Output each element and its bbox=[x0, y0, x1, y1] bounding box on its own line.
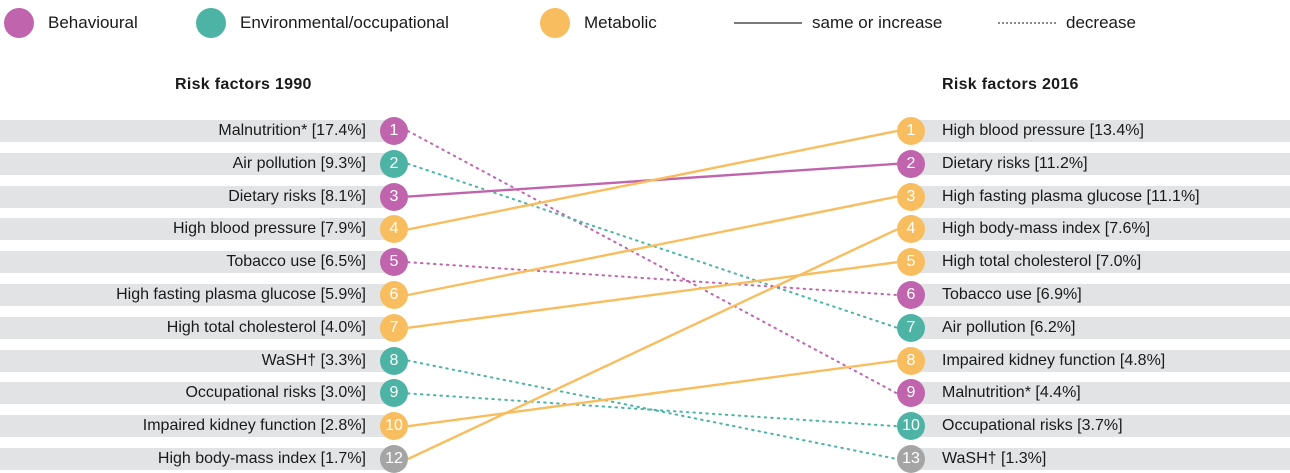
right-rank-circle: 6 bbox=[897, 281, 925, 309]
right-row-background bbox=[915, 415, 1290, 438]
right-row-background bbox=[915, 152, 1290, 175]
left-rank-circle: 4 bbox=[380, 215, 408, 244]
left-row-background bbox=[0, 448, 390, 470]
right-rank-circle: 9 bbox=[897, 379, 925, 408]
left-row-background bbox=[0, 218, 390, 241]
legend-metabolic-swatch bbox=[540, 8, 570, 38]
legend-behavioural-swatch bbox=[4, 8, 34, 38]
legend-same-or-increase: same or increase bbox=[734, 6, 942, 40]
right-rank-circle: 13 bbox=[897, 445, 925, 473]
legend-decrease-label: decrease bbox=[1066, 13, 1136, 32]
left-row-background bbox=[0, 120, 390, 142]
right-row-background bbox=[915, 349, 1290, 372]
legend-metabolic: Metabolic bbox=[540, 6, 657, 40]
legend-same-or-increase-label: same or increase bbox=[812, 13, 943, 32]
left-row-background bbox=[0, 152, 390, 175]
rank-change-link bbox=[407, 261, 898, 296]
right-risk-label: High total cholesterol [7.0%] bbox=[942, 253, 1142, 271]
right-rank-circle: 4 bbox=[897, 215, 925, 244]
left-rank-circle: 7 bbox=[380, 313, 408, 342]
left-rank-circle: 5 bbox=[380, 248, 408, 277]
rank-change-link bbox=[407, 195, 898, 297]
right-row-background bbox=[915, 185, 1290, 208]
right-row-background bbox=[915, 448, 1290, 470]
right-risk-label: Malnutrition* [4.4%] bbox=[942, 384, 1081, 402]
legend-solid-line-swatch bbox=[734, 22, 802, 24]
right-row-background bbox=[915, 284, 1290, 306]
left-row-background bbox=[0, 382, 390, 405]
left-risk-label: WaSH† [3.3%] bbox=[261, 351, 366, 369]
right-row-background bbox=[915, 382, 1290, 405]
right-risk-label: Air pollution [6.2%] bbox=[942, 318, 1076, 336]
left-risk-label: Dietary risks [8.1%] bbox=[228, 187, 366, 205]
right-row-background bbox=[915, 316, 1290, 339]
legend-behavioural: Behavioural bbox=[4, 6, 138, 40]
left-risk-label: Tobacco use [6.5%] bbox=[226, 253, 366, 271]
left-rank-circle: 6 bbox=[380, 281, 408, 309]
right-risk-label: Dietary risks [11.2%] bbox=[942, 154, 1088, 172]
left-risk-label: High fasting plasma glucose [5.9%] bbox=[116, 286, 366, 303]
legend-decrease: decrease bbox=[998, 6, 1136, 40]
left-row-background bbox=[0, 185, 390, 208]
right-risk-label: Tobacco use [6.9%] bbox=[942, 286, 1082, 303]
rank-change-link bbox=[407, 261, 898, 329]
left-risk-label: Occupational risks [3.0%] bbox=[185, 384, 366, 402]
left-risk-label: Air pollution [9.3%] bbox=[232, 154, 366, 172]
left-row-background bbox=[0, 316, 390, 339]
rank-change-link bbox=[407, 129, 898, 231]
right-rank-circle: 3 bbox=[897, 182, 925, 211]
legend-behavioural-label: Behavioural bbox=[48, 13, 138, 32]
right-risk-label: High fasting plasma glucose [11.1%] bbox=[942, 187, 1200, 205]
right-column-title: Risk factors 2016 bbox=[942, 76, 1079, 93]
left-rank-circle: 3 bbox=[380, 182, 408, 211]
left-row-background bbox=[0, 251, 390, 274]
right-rank-circle: 8 bbox=[897, 346, 925, 375]
left-risk-label: High body-mass index [1.7%] bbox=[157, 450, 366, 467]
right-risk-label: Occupational risks [3.7%] bbox=[942, 417, 1123, 435]
rank-change-link bbox=[407, 228, 898, 461]
right-risk-label: WaSH† [1.3%] bbox=[942, 450, 1047, 467]
rank-change-link bbox=[407, 130, 898, 395]
right-row-background bbox=[915, 218, 1290, 241]
legend-metabolic-label: Metabolic bbox=[584, 13, 657, 32]
left-row-background bbox=[0, 349, 390, 372]
rank-change-link bbox=[407, 359, 898, 428]
left-rank-circle: 1 bbox=[380, 117, 408, 145]
left-rank-circle: 2 bbox=[380, 149, 408, 178]
legend-environmental: Environmental/occupational bbox=[196, 6, 449, 40]
left-risk-label: High total cholesterol [4.0%] bbox=[166, 318, 366, 336]
left-rank-circle: 12 bbox=[380, 445, 408, 473]
left-column-title: Risk factors 1990 bbox=[175, 76, 312, 93]
left-risk-label: Impaired kidney function [2.8%] bbox=[142, 417, 366, 435]
left-rank-circle: 10 bbox=[380, 412, 408, 441]
right-risk-label: High blood pressure [13.4%] bbox=[942, 122, 1144, 139]
left-rank-circle: 8 bbox=[380, 346, 408, 375]
left-rank-circle: 9 bbox=[380, 379, 408, 408]
right-rank-circle: 7 bbox=[897, 313, 925, 342]
right-rank-circle: 10 bbox=[897, 412, 925, 441]
right-rank-circle: 2 bbox=[897, 149, 925, 178]
right-rank-circle: 1 bbox=[897, 117, 925, 145]
left-row-background bbox=[0, 415, 390, 438]
legend-environmental-swatch bbox=[196, 8, 226, 38]
right-risk-label: Impaired kidney function [4.8%] bbox=[942, 351, 1166, 369]
rank-change-link bbox=[407, 359, 898, 460]
left-risk-label: Malnutrition* [17.4%] bbox=[218, 122, 366, 139]
left-row-background bbox=[0, 284, 390, 306]
left-risk-label: High blood pressure [7.9%] bbox=[173, 220, 366, 238]
legend-dotted-line-swatch bbox=[998, 22, 1056, 24]
right-row-background bbox=[915, 251, 1290, 274]
legend-environmental-label: Environmental/occupational bbox=[240, 13, 449, 32]
right-rank-circle: 5 bbox=[897, 248, 925, 277]
right-row-background bbox=[915, 120, 1290, 142]
right-risk-label: High body-mass index [7.6%] bbox=[942, 220, 1151, 238]
